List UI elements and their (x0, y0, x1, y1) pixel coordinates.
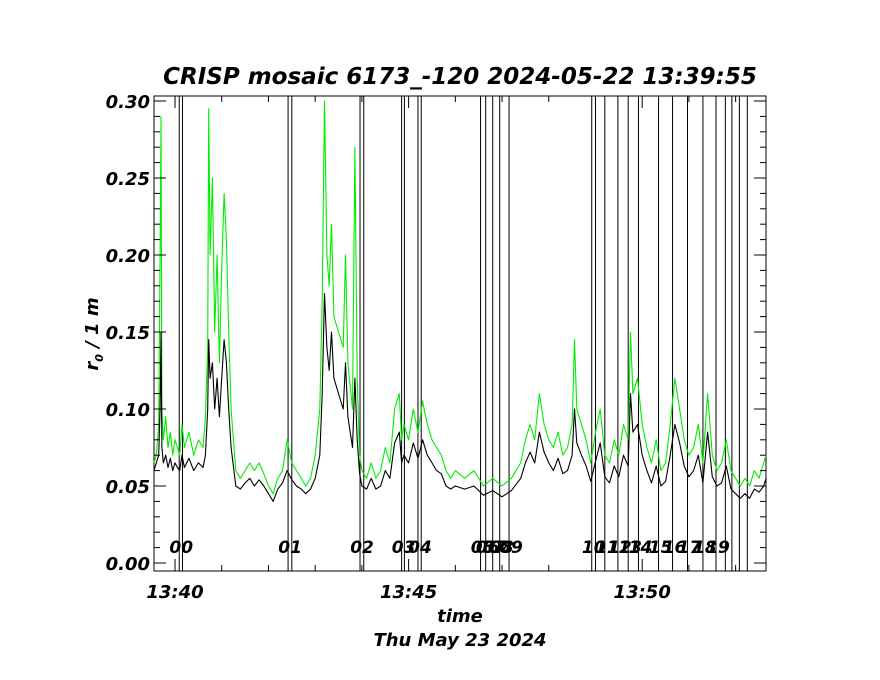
y-axis-label-unit: / 1 m (82, 297, 103, 354)
y-tick-label: 0.25 (106, 169, 150, 190)
series-line-black (153, 292, 767, 502)
marker-label: 04 (408, 538, 432, 558)
y-tick-label: 0.30 (106, 92, 150, 113)
y-tick-label: 0.00 (106, 554, 150, 575)
marker-label: 18 (693, 538, 717, 558)
marker-label: 17 (678, 538, 702, 558)
y-tick-label: 0.10 (106, 400, 150, 421)
marker-label: 10 (582, 538, 606, 558)
y-tick-label: 0.20 (106, 246, 150, 267)
y-axis-label-r: r (82, 361, 103, 371)
marker-label: 00 (169, 538, 193, 558)
y-axis: 0.00 0.05 0.10 0.15 0.20 0.25 0.30 (106, 92, 766, 575)
marker-label: 08 (490, 538, 514, 558)
marker-label: 09 (499, 538, 523, 558)
marker-label: 12 (608, 538, 632, 558)
marker-label: 11 (595, 538, 619, 558)
y-axis-label-subscript: 0 (93, 354, 106, 362)
x-tick-label: 13:50 (614, 582, 671, 603)
y-tick-label: 0.15 (106, 323, 150, 344)
marker-label: 03 (392, 538, 416, 558)
marker-label: 14 (629, 538, 653, 558)
x-axis-date-label: Thu May 23 2024 (373, 630, 546, 651)
marker-label: 02 (350, 538, 374, 558)
marker-label: 13 (618, 538, 642, 558)
marker-label: 05 (471, 538, 495, 558)
x-tick-label: 13:40 (146, 582, 203, 603)
marker-label: 15 (649, 538, 673, 558)
marker-lines (178, 96, 748, 571)
series-line-green (153, 100, 767, 495)
y-tick-label: 0.05 (106, 477, 150, 498)
marker-label: 19 (706, 538, 730, 558)
plot-frame (153, 95, 767, 572)
marker-label: 07 (483, 538, 507, 558)
svg-text:r0 / 1 m: r0 / 1 m (82, 297, 106, 370)
chart-title: CRISP mosaic 6173_-120 2024-05-22 13:39:… (163, 64, 757, 90)
marker-label: 16 (663, 538, 687, 558)
x-tick-label: 13:45 (380, 582, 437, 603)
marker-label: 06 (476, 538, 500, 558)
series-lines (153, 100, 767, 502)
x-axis-label: time (437, 606, 483, 627)
y-axis-label: r0 / 1 m (82, 297, 106, 370)
x-axis: 13:40 13:45 13:50 (146, 96, 737, 603)
marker-label: 01 (278, 538, 302, 558)
